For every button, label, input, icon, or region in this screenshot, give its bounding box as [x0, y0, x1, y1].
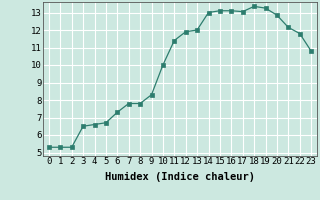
X-axis label: Humidex (Indice chaleur): Humidex (Indice chaleur) [105, 172, 255, 182]
